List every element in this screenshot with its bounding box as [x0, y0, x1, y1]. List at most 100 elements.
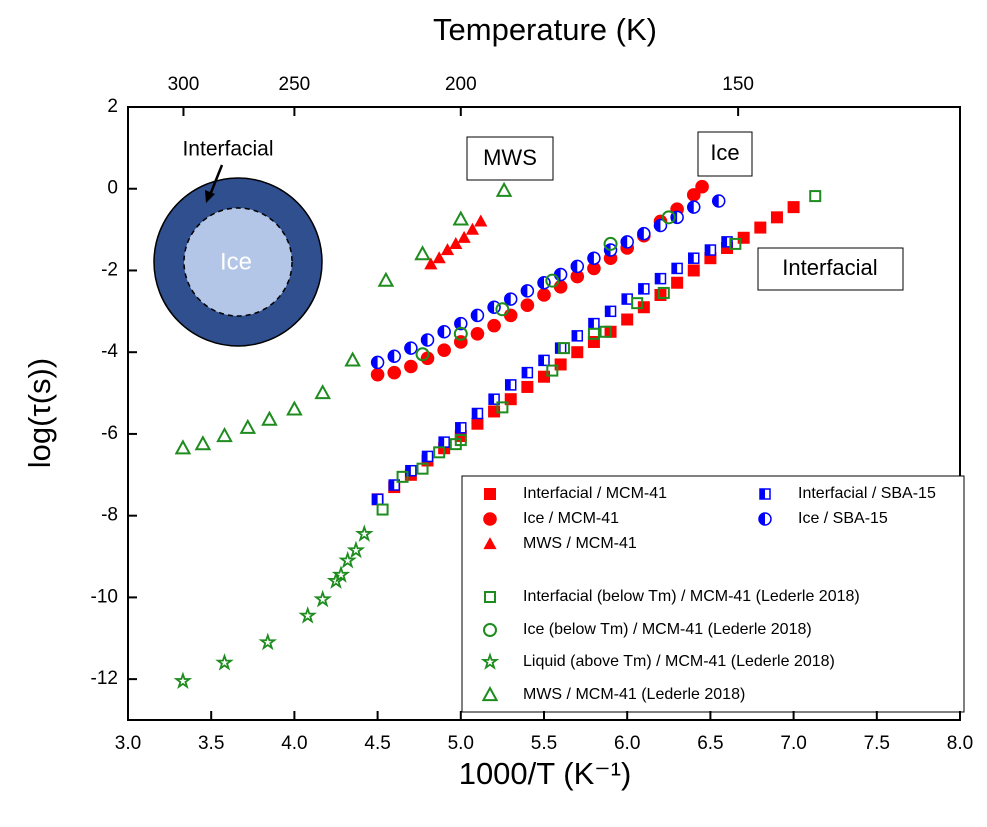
- marker: [457, 230, 471, 243]
- marker: [239, 418, 257, 434]
- marker-shape: [621, 235, 628, 248]
- marker: [495, 181, 513, 197]
- marker: [688, 252, 700, 264]
- legend-marker: [759, 488, 771, 500]
- legend-label: Interfacial (below Tm) / MCM-41 (Lederle…: [523, 588, 860, 605]
- marker-shape: [457, 230, 471, 243]
- y-tick-label: -8: [101, 505, 118, 526]
- marker: [215, 653, 234, 671]
- marker-shape: [587, 261, 601, 276]
- marker: [661, 210, 676, 225]
- marker: [571, 346, 584, 359]
- marker-shape: [655, 273, 661, 284]
- marker: [587, 251, 601, 265]
- marker: [470, 327, 485, 341]
- marker-shape: [631, 297, 644, 310]
- legend-label: MWS / MCM-41: [523, 535, 637, 552]
- marker-shape: [587, 327, 600, 340]
- marker: [537, 288, 551, 302]
- marker-shape: [638, 283, 644, 294]
- marker-shape: [439, 437, 445, 448]
- marker: [570, 269, 585, 284]
- legend-label: Ice / MCM-41: [523, 510, 619, 527]
- annotation-box: [466, 136, 554, 181]
- marker: [421, 450, 434, 463]
- legend-marker: [480, 652, 500, 670]
- x2-axis-title: Temperature (K): [433, 12, 657, 47]
- marker-shape: [495, 302, 510, 317]
- marker: [754, 221, 767, 234]
- marker-shape: [722, 236, 728, 247]
- marker: [414, 245, 431, 261]
- legend-label: Ice / SBA-15: [798, 510, 888, 527]
- marker-shape: [416, 462, 429, 475]
- marker-shape: [729, 237, 742, 250]
- marker-shape: [605, 306, 611, 317]
- marker: [554, 342, 567, 354]
- marker-shape: [760, 489, 765, 499]
- marker: [604, 305, 617, 318]
- marker-shape: [571, 346, 584, 359]
- legend-marker: [483, 512, 497, 526]
- marker-shape: [759, 513, 765, 525]
- marker: [545, 273, 560, 288]
- marker-shape: [424, 257, 438, 270]
- marker: [571, 330, 584, 342]
- marker-shape: [496, 401, 509, 414]
- marker: [174, 439, 192, 455]
- marker-shape: [520, 298, 535, 313]
- marker: [546, 364, 559, 377]
- marker: [671, 276, 684, 289]
- marker: [432, 251, 446, 264]
- annotation: Ice: [710, 140, 739, 165]
- marker: [471, 407, 484, 420]
- marker: [496, 401, 509, 414]
- marker: [553, 280, 568, 294]
- marker-shape: [449, 237, 463, 250]
- marker: [520, 298, 535, 313]
- marker-shape: [539, 355, 544, 366]
- marker: [437, 325, 451, 339]
- marker: [638, 283, 650, 295]
- marker-shape: [546, 364, 559, 377]
- marker: [387, 349, 401, 364]
- legend-marker: [481, 686, 499, 702]
- marker-shape: [465, 222, 480, 235]
- marker: [620, 235, 634, 249]
- marker: [637, 226, 651, 241]
- y-axis-title: log(τ(s)): [22, 358, 57, 468]
- marker: [314, 384, 331, 400]
- marker: [729, 237, 742, 250]
- marker-shape: [754, 221, 767, 234]
- x-tick-label: 3.0: [115, 733, 141, 754]
- x-tick-label: 6.0: [614, 733, 640, 754]
- inset-interfacial-label: Interfacial: [182, 138, 273, 161]
- marker-shape: [470, 327, 485, 341]
- marker: [415, 347, 430, 362]
- marker: [286, 400, 303, 416]
- x-tick-label: 5.5: [531, 733, 557, 754]
- marker: [503, 292, 518, 306]
- marker-shape: [712, 194, 719, 207]
- legend-marker: [483, 623, 497, 637]
- marker-shape: [687, 264, 700, 277]
- annotation: Interfacial: [782, 255, 877, 280]
- marker: [787, 201, 800, 214]
- marker: [173, 671, 193, 690]
- marker: [404, 359, 418, 374]
- marker: [621, 293, 633, 305]
- inset: Ice Interfacial: [153, 138, 323, 347]
- legend-label: Liquid (above Tm) / MCM-41 (Lederle 2018…: [523, 653, 835, 670]
- marker-shape: [472, 408, 478, 419]
- marker: [355, 524, 374, 542]
- marker-shape: [404, 359, 418, 374]
- marker-shape: [286, 400, 303, 416]
- legend-marker: [758, 512, 772, 526]
- marker-shape: [387, 365, 402, 380]
- marker-shape: [588, 318, 594, 329]
- x2-tick-label: 250: [279, 74, 311, 95]
- marker-shape: [505, 379, 511, 390]
- marker-shape: [421, 333, 428, 346]
- marker: [370, 367, 385, 382]
- marker: [654, 272, 667, 285]
